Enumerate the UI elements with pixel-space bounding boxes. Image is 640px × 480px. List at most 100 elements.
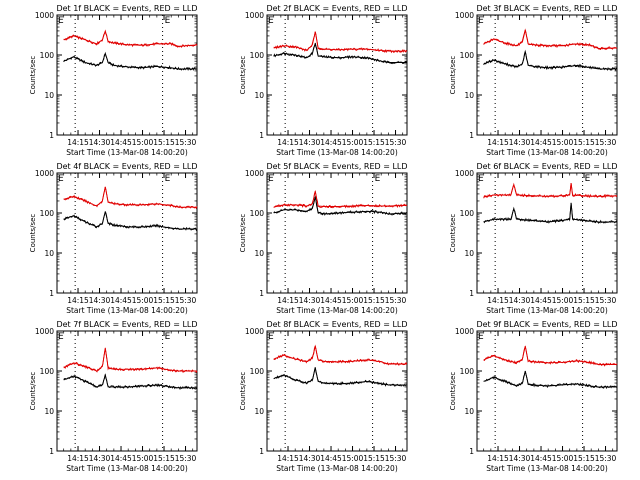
y-tick-label: 100 <box>460 51 475 60</box>
marker-label-end: E <box>375 332 381 342</box>
y-tick-label: 100 <box>250 209 265 218</box>
y-tick-label: 10 <box>254 249 264 258</box>
panel-3: Det 3f BLACK = Events, RED = LLD 1 10 100 10… <box>449 4 618 157</box>
series-line-lld-peaks <box>63 29 198 47</box>
series-line-lld-peaks <box>63 347 197 372</box>
panel-6: Det 6f BLACK = Events, RED = LLD 1 10 100 10… <box>449 162 618 315</box>
x-axis-label: Start Time (13-Mar-08 14:00:20) <box>486 148 608 157</box>
marker-label-start: E <box>268 174 274 184</box>
marker-label-end: E <box>585 332 591 342</box>
y-tick-label: 100 <box>40 209 55 218</box>
plot-frame <box>56 14 198 136</box>
y-tick-label: 10 <box>464 407 474 416</box>
series-line-events <box>273 367 408 387</box>
x-axis-label: Start Time (13-Mar-08 14:00:20) <box>276 148 398 157</box>
plot-frame <box>56 330 198 452</box>
panel-title: Det 2f BLACK = Events, RED = LLD <box>266 4 407 13</box>
y-axis-label: Counts/sec <box>449 214 457 253</box>
x-tick-label: 15:15 <box>363 296 385 305</box>
y-tick-label: 100 <box>460 367 475 376</box>
x-tick-label: 15:00 <box>342 296 364 305</box>
x-tick-label: 15:00 <box>132 454 154 463</box>
series-line-events-peaks <box>63 211 197 230</box>
y-tick-label: 100 <box>250 51 265 60</box>
plot-frame <box>476 172 618 294</box>
series-line-events-peaks <box>273 42 407 63</box>
panel-title: Det 9f BLACK = Events, RED = LLD <box>476 320 617 329</box>
series-line-lld <box>273 31 408 54</box>
x-tick-label: 15:30 <box>175 296 197 305</box>
panel-title: Det 5f BLACK = Events, RED = LLD <box>266 162 407 171</box>
y-axis-label: Counts/sec <box>29 372 37 411</box>
panel-8: Det 8f BLACK = Events, RED = LLD 1 10 100 10… <box>239 320 408 473</box>
y-tick-label: 1000 <box>455 11 474 20</box>
panel-7: Det 7f BLACK = Events, RED = LLD 1 10 100 10… <box>29 320 198 473</box>
x-axis-label: Start Time (13-Mar-08 14:00:20) <box>66 148 188 157</box>
plot-frame <box>266 172 408 294</box>
marker-label-start: E <box>478 174 484 184</box>
series-line-lld-peaks <box>483 182 618 198</box>
y-axis-label: Counts/sec <box>239 372 247 411</box>
y-tick-label: 1 <box>259 131 264 140</box>
y-tick-label: 1000 <box>35 11 54 20</box>
x-tick-label: 14:45 <box>110 296 132 305</box>
series-line-lld-peaks <box>483 346 617 365</box>
x-tick-label: 14:30 <box>509 138 531 147</box>
series-line-events-peaks <box>63 373 197 389</box>
plot-frame <box>266 330 408 452</box>
y-tick-label: 1000 <box>35 169 54 178</box>
series-line-lld <box>273 189 408 209</box>
marker-label-start: E <box>58 332 64 342</box>
x-tick-label: 14:15 <box>67 454 89 463</box>
x-tick-label: 14:15 <box>67 138 89 147</box>
x-axis-label: Start Time (13-Mar-08 14:00:20) <box>276 464 398 473</box>
panel-title: Det 4f BLACK = Events, RED = LLD <box>56 162 197 171</box>
series-line-lld <box>63 348 198 374</box>
x-tick-label: 15:15 <box>363 454 385 463</box>
x-axis-label: Start Time (13-Mar-08 14:00:20) <box>276 306 398 315</box>
y-tick-label: 10 <box>44 407 54 416</box>
y-tick-label: 100 <box>40 367 55 376</box>
series-line-events <box>483 371 618 390</box>
series-line-events-peaks <box>273 367 407 386</box>
plot-frame <box>476 14 618 136</box>
panel-title: Det 1f BLACK = Events, RED = LLD <box>56 4 197 13</box>
series-line-lld <box>483 28 618 51</box>
y-tick-label: 100 <box>40 51 55 60</box>
marker-label-end: E <box>375 174 381 184</box>
x-tick-label: 15:15 <box>573 454 595 463</box>
y-tick-label: 1 <box>49 131 54 140</box>
y-axis-label: Counts/sec <box>449 372 457 411</box>
panel-title: Det 8f BLACK = Events, RED = LLD <box>266 320 407 329</box>
x-tick-label: 14:30 <box>509 454 531 463</box>
y-tick-label: 10 <box>44 249 54 258</box>
x-tick-label: 14:30 <box>299 296 321 305</box>
x-tick-label: 14:30 <box>89 296 111 305</box>
x-tick-label: 15:30 <box>385 296 407 305</box>
series-line-events <box>483 203 618 224</box>
y-axis-label: Counts/sec <box>29 56 37 95</box>
y-tick-label: 10 <box>464 249 474 258</box>
series-line-lld-peaks <box>273 191 408 208</box>
x-tick-label: 15:15 <box>153 454 175 463</box>
plot-frame <box>266 14 408 136</box>
series-line-events-peaks <box>63 51 197 70</box>
x-tick-label: 14:30 <box>89 138 111 147</box>
plot-frame <box>56 172 198 294</box>
series-line-lld <box>273 344 408 366</box>
x-tick-label: 15:30 <box>385 454 407 463</box>
x-tick-label: 14:15 <box>277 138 299 147</box>
series-line-events <box>483 49 618 72</box>
x-tick-label: 14:15 <box>67 296 89 305</box>
marker-label-start: E <box>478 332 484 342</box>
x-tick-label: 15:30 <box>595 138 617 147</box>
x-tick-label: 14:45 <box>320 138 342 147</box>
marker-label-end: E <box>585 174 591 184</box>
x-tick-label: 14:30 <box>509 296 531 305</box>
y-tick-label: 10 <box>44 91 54 100</box>
x-tick-label: 14:45 <box>110 454 132 463</box>
x-tick-label: 15:00 <box>132 138 154 147</box>
y-tick-label: 100 <box>250 367 265 376</box>
x-tick-label: 15:30 <box>175 454 197 463</box>
x-tick-label: 15:15 <box>573 296 595 305</box>
